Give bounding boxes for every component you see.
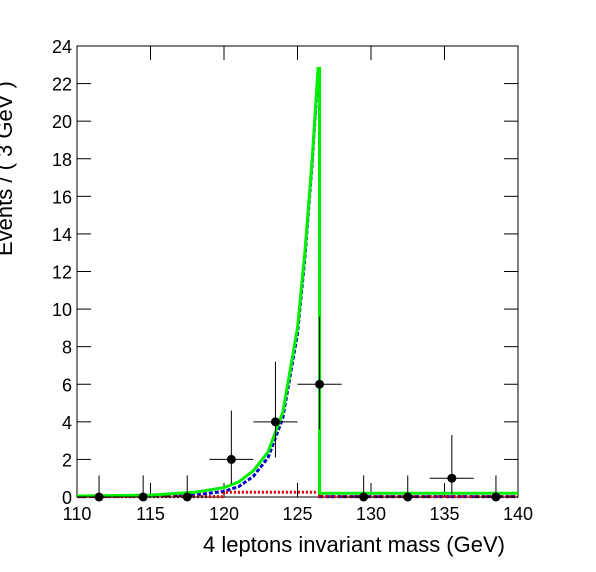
x-tick-label: 110 [63,504,92,524]
x-tick-label: 125 [282,504,312,524]
data-point [403,492,413,502]
data-point [138,492,148,502]
y-tick-label: 16 [52,187,72,207]
data-point [315,379,325,389]
y-tick-label: 6 [62,375,72,395]
data-point [270,417,280,427]
data-point [491,492,501,502]
y-tick-label: 22 [52,75,72,95]
y-tick-label: 24 [52,37,72,57]
curve [76,67,518,498]
y-tick-label: 2 [62,450,72,470]
data-point [359,492,369,502]
data-point [182,492,192,502]
x-tick-label: 120 [209,504,239,524]
y-axis-title: Events / ( 3 GeV ) [0,81,17,256]
y-tick-label: 18 [52,150,72,170]
y-tick-label: 12 [52,263,72,283]
y-tick-label: 8 [62,338,72,358]
data-point [447,473,457,483]
x-tick-label: 130 [356,504,386,524]
data-point [226,454,236,464]
curve [76,70,518,499]
x-tick-label: 140 [503,504,533,524]
x-axis-title: 4 leptons invariant mass (GeV) [203,532,505,557]
x-tick-label: 115 [136,504,165,524]
data-point [94,492,104,502]
y-tick-label: 20 [52,112,72,132]
frame [76,45,519,498]
y-tick-label: 0 [62,488,72,508]
y-tick-label: 14 [52,225,72,245]
x-tick-label: 135 [429,504,459,524]
y-tick-label: 4 [62,413,72,433]
y-tick-label: 10 [52,300,72,320]
